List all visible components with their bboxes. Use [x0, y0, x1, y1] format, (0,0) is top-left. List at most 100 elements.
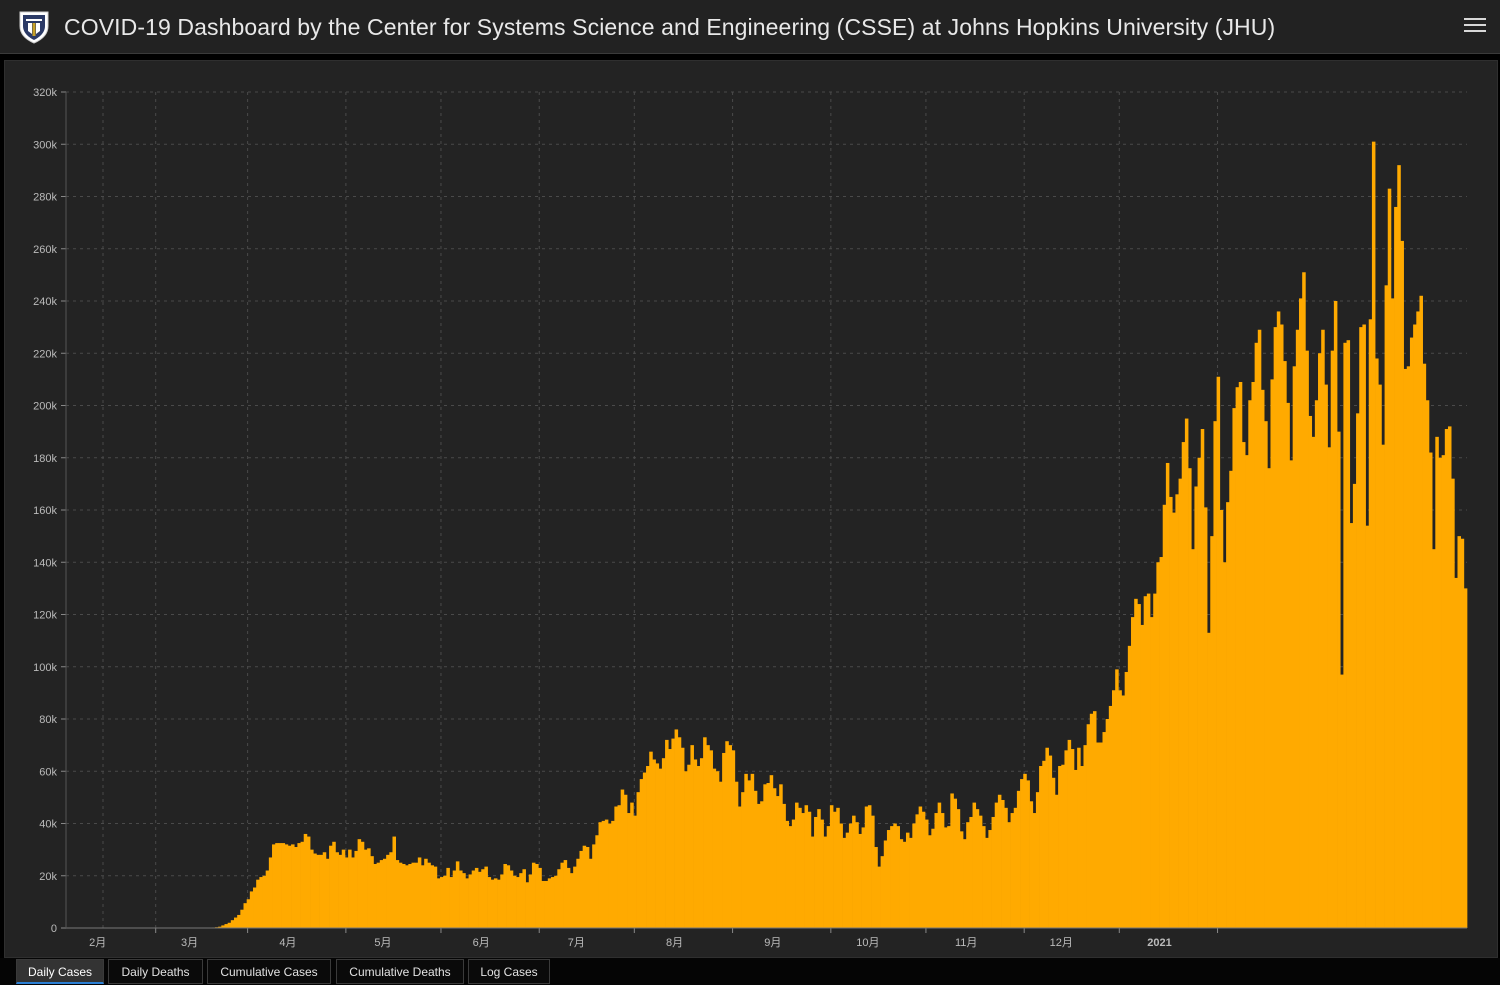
bar [259, 877, 263, 928]
bar [718, 781, 723, 928]
y-tick-label: 160k [33, 505, 57, 517]
bar [452, 870, 457, 928]
bar [1108, 705, 1113, 928]
bar [1299, 298, 1303, 928]
bar [766, 783, 771, 928]
bar [769, 775, 774, 928]
bar [1368, 319, 1373, 928]
bar [623, 794, 628, 928]
bar [1337, 431, 1341, 929]
hamburger-menu-icon[interactable] [1462, 14, 1488, 40]
bar [573, 866, 577, 928]
bar [1356, 413, 1360, 929]
bar [246, 899, 251, 928]
bar [1413, 324, 1417, 928]
bar [408, 863, 412, 928]
bar [1349, 523, 1354, 928]
bar [1371, 141, 1376, 928]
bar [1419, 295, 1423, 928]
bar [1394, 206, 1398, 928]
chart-tabs: Daily Cases Daily Deaths Cumulative Case… [0, 958, 1500, 985]
bar [972, 802, 977, 928]
bar [861, 827, 866, 928]
bar [687, 764, 691, 928]
bar [693, 759, 698, 928]
bar [455, 861, 460, 928]
x-tick-label: 7月 [568, 937, 585, 949]
bar [1416, 311, 1420, 928]
bar [1219, 510, 1224, 928]
bar [322, 852, 327, 928]
bar [379, 860, 384, 928]
bar [465, 878, 469, 928]
bar [820, 819, 824, 928]
bar [699, 758, 704, 928]
bar [867, 805, 872, 928]
bar [756, 803, 761, 928]
bar [855, 822, 859, 928]
x-tick-label: 10月 [856, 937, 879, 949]
bar [737, 806, 742, 928]
bar [807, 811, 812, 928]
y-tick-label: 0 [51, 923, 57, 935]
bar [367, 848, 371, 928]
tab-daily-deaths[interactable]: Daily Deaths [108, 959, 203, 984]
bar [833, 811, 837, 928]
y-tick-label: 20k [39, 871, 57, 883]
bar [1007, 822, 1011, 928]
bar [563, 860, 568, 928]
bar [1226, 502, 1230, 928]
bar [1324, 384, 1328, 929]
bar [1172, 512, 1176, 928]
bar [401, 863, 406, 928]
bar [1146, 593, 1151, 928]
bar [1067, 739, 1072, 928]
bar [1083, 745, 1087, 929]
bar [744, 773, 748, 928]
bar [1267, 468, 1271, 928]
bar [592, 844, 596, 928]
x-tick-label: 3月 [181, 937, 198, 949]
bar [1080, 766, 1084, 928]
bar [1045, 747, 1049, 928]
tab-log-cases[interactable]: Log Cases [468, 959, 550, 984]
bar [677, 737, 682, 928]
bar [776, 796, 780, 928]
bar [956, 809, 961, 928]
x-tick-label: 2月 [89, 937, 106, 949]
bar [1042, 760, 1046, 928]
bar [462, 873, 466, 928]
y-tick-label: 140k [33, 557, 57, 569]
bar [329, 845, 333, 928]
bar [703, 737, 707, 928]
bar [912, 823, 916, 928]
x-tick-label: 9月 [764, 937, 781, 949]
bar [268, 857, 273, 928]
bar [449, 877, 454, 928]
bar [1302, 272, 1306, 928]
bar [1010, 813, 1015, 928]
bar [639, 779, 644, 928]
bar [1343, 342, 1347, 928]
bar [741, 792, 745, 928]
bar [278, 843, 282, 928]
bar [1197, 457, 1202, 928]
bar [1191, 549, 1195, 928]
bar [459, 870, 463, 928]
bar [994, 802, 999, 928]
bar [1086, 724, 1091, 928]
tab-daily-cases[interactable]: Daily Cases [16, 959, 104, 984]
bar [1390, 298, 1395, 928]
tab-cumulative-cases[interactable]: Cumulative Cases [207, 959, 331, 984]
bar [921, 811, 926, 928]
bar [376, 862, 381, 928]
tab-cumulative-deaths[interactable]: Cumulative Deaths [336, 959, 464, 984]
bar [1134, 598, 1138, 928]
bar [560, 862, 564, 928]
bar [585, 847, 590, 928]
bar [306, 836, 311, 928]
bar [392, 836, 396, 928]
bar [1286, 402, 1290, 928]
bar [348, 849, 352, 929]
bar [522, 869, 526, 928]
